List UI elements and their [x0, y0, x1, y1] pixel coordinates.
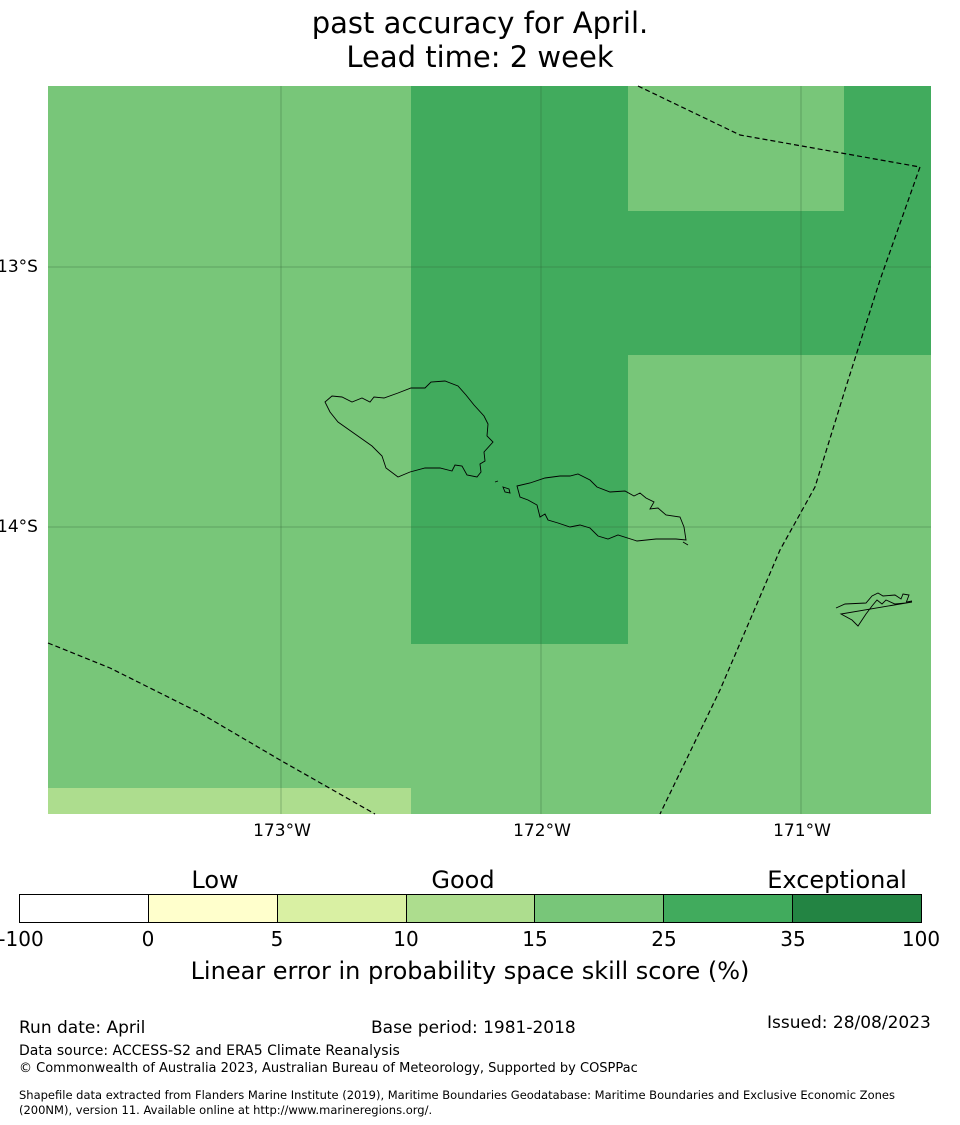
upolu-east-islet [682, 541, 689, 546]
lat-label-13s: 13°S [0, 257, 38, 277]
colorbar [19, 894, 922, 923]
colorbar-tick: 15 [522, 927, 548, 951]
run-date: Run date: April [19, 1018, 146, 1038]
colorbar-segment [277, 895, 407, 922]
eez-boundary-southwest [47, 642, 376, 815]
colorbar-tick: 100 [901, 927, 941, 951]
shapefile-credit-line-2: (200NM), version 11. Available online at… [19, 1103, 433, 1117]
lon-label-172w: 172°W [513, 821, 571, 841]
graticule [48, 86, 931, 814]
colorbar-tick: 10 [393, 927, 419, 951]
lon-label-171w: 171°W [773, 821, 831, 841]
skill-score-map [47, 85, 931, 815]
colorbar-tick: -100 [0, 927, 44, 951]
colorbar-tick: 0 [141, 927, 155, 951]
colorbar-tick: 5 [270, 927, 284, 951]
colorbar-tick: 25 [651, 927, 677, 951]
category-exceptional: Exceptional [767, 866, 907, 894]
upolu-island [516, 473, 687, 542]
aunuu-islet [906, 600, 913, 603]
data-source: Data source: ACCESS-S2 and ERA5 Climate … [19, 1043, 400, 1059]
colorbar-segment [20, 895, 149, 922]
grid-cells [48, 86, 931, 814]
map-title-line-1: past accuracy for April. [311, 6, 649, 40]
colorbar-segment [664, 895, 794, 922]
apolima-islet [494, 480, 499, 483]
colorbar-segment [793, 895, 922, 922]
copyright: © Commonwealth of Australia 2023, Austra… [19, 1061, 638, 1076]
grid-cell [628, 211, 931, 355]
lat-label-14s: 14°S [0, 517, 38, 537]
tutuila-island [835, 592, 913, 627]
base-period: Base period: 1981-2018 [371, 1018, 576, 1038]
category-low: Low [191, 866, 239, 894]
colorbar-label: Linear error in probability space skill … [190, 957, 750, 985]
shapefile-credit-line-1: Shapefile data extracted from Flanders M… [19, 1088, 895, 1102]
colorbar-segment [535, 895, 665, 922]
colorbar-segment [406, 895, 536, 922]
eez-boundaries [47, 85, 921, 815]
coastlines [324, 380, 913, 627]
map-title-line-2: Lead time: 2 week [346, 40, 614, 74]
savaii-island [324, 380, 494, 478]
grid-cell [844, 86, 931, 211]
colorbar-tick: 35 [780, 927, 806, 951]
manono-islet [502, 486, 511, 494]
eez-boundary-north [637, 85, 921, 168]
grid-cell [48, 788, 411, 814]
issued-date: Issued: 28/08/2023 [767, 1013, 931, 1033]
eez-boundary-east [659, 166, 921, 815]
colorbar-segment [148, 895, 278, 922]
category-good: Good [431, 866, 495, 894]
lon-label-173w: 173°W [253, 821, 311, 841]
grid-cell [411, 86, 628, 644]
